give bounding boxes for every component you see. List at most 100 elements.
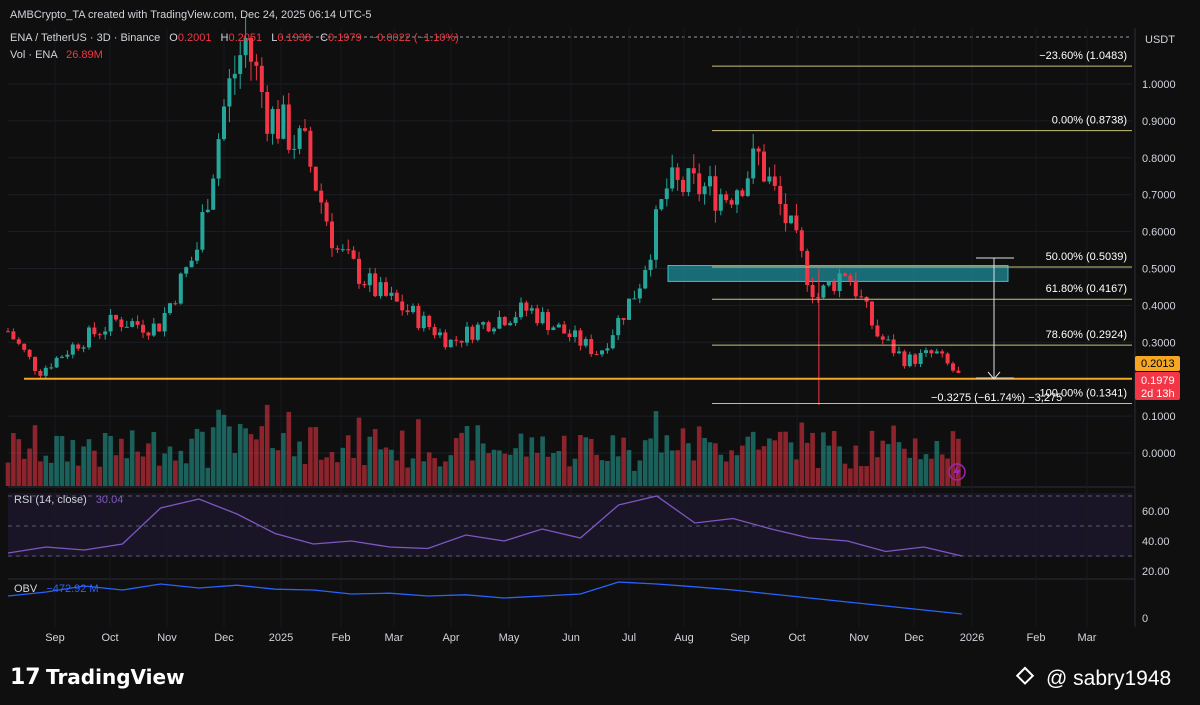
candle-body: [767, 176, 772, 182]
volume-bar: [524, 456, 529, 486]
candle-body: [740, 190, 745, 196]
volume-bar: [551, 453, 556, 486]
candle-body: [870, 301, 874, 326]
volume-bar: [826, 445, 832, 486]
candle-body: [443, 332, 448, 348]
candle-body: [76, 344, 81, 349]
volume-bar: [799, 422, 805, 486]
candle-body: [632, 298, 637, 300]
volume-bar: [875, 457, 880, 486]
candle-body: [281, 104, 286, 139]
candle-body: [195, 249, 199, 261]
candle-body: [173, 303, 178, 305]
volume-bar: [119, 438, 124, 486]
candle-body: [11, 331, 16, 340]
candle-body: [789, 215, 793, 224]
volume-bar: [696, 426, 702, 486]
volume-bar: [81, 446, 86, 486]
volume-bar: [480, 443, 486, 486]
volume-bar: [437, 466, 443, 486]
volume-bar: [821, 432, 826, 486]
candle-body: [178, 273, 183, 304]
time-tick-label: Jul: [622, 632, 636, 644]
volume-bar: [783, 431, 788, 486]
candle-body: [826, 281, 831, 286]
volume-bar: [173, 460, 178, 486]
volume-bar: [934, 440, 940, 486]
volume-legend[interactable]: Vol · ENA 26.89M: [10, 49, 103, 61]
volume-bar: [5, 462, 11, 486]
volume-bar: [75, 465, 81, 486]
volume-bar: [156, 465, 162, 486]
volume-bar: [896, 442, 902, 486]
tv-brand-text: TradingView: [46, 665, 185, 689]
volume-bar: [167, 446, 173, 486]
rsi-tick-label: 40.00: [1142, 536, 1170, 548]
candle-body: [708, 176, 712, 187]
volume-bar: [340, 447, 346, 486]
time-tick-label: Nov: [157, 632, 177, 644]
volume-bar: [534, 452, 540, 486]
obv-pane: [7, 581, 963, 615]
candle-body: [756, 148, 761, 152]
candle-body: [578, 330, 583, 346]
volume-bar: [378, 449, 383, 486]
candle-body: [702, 186, 707, 195]
volume-bar: [275, 450, 281, 486]
candle-body: [675, 167, 680, 180]
candle-body: [114, 314, 118, 320]
candle-body: [465, 326, 469, 343]
candle-body: [459, 340, 464, 343]
candle-body: [16, 339, 21, 344]
fib-level-label: 61.80% (0.4167): [1046, 283, 1127, 295]
candle-body: [292, 148, 297, 150]
candle-body: [378, 282, 383, 297]
volume-bar: [659, 452, 664, 486]
candle-body: [416, 305, 421, 329]
candle-body: [486, 322, 491, 332]
tradingview-logo[interactable]: 17 TradingView: [10, 665, 185, 690]
volume-bar: [939, 454, 945, 486]
time-tick-label: Dec: [904, 632, 924, 644]
volume-bar: [642, 440, 648, 486]
candle-body: [448, 339, 453, 348]
price-axis[interactable]: 1.0000 0.9000 0.8000 0.7000 0.6000 0.5000 0.40…: [1142, 79, 1176, 625]
volume-bar: [929, 458, 934, 486]
tv-logo-icon: 17: [10, 665, 41, 690]
currency-label[interactable]: USDT: [1145, 34, 1175, 46]
candle-body: [853, 280, 858, 297]
volume-bar: [648, 438, 653, 486]
candle-body: [346, 249, 351, 251]
support-price-tag: [1135, 356, 1180, 371]
time-axis[interactable]: Sep Oct Nov Dec 2025 Feb Mar Apr May Jun Jul Aug Sep…: [45, 632, 1097, 644]
candle-body: [108, 314, 113, 332]
volume-bar: [459, 432, 464, 486]
candle-body: [762, 151, 766, 182]
volume-bar: [394, 460, 400, 486]
lightning-icon[interactable]: [948, 463, 966, 481]
volume-bar: [43, 455, 49, 486]
volume-bar: [178, 450, 184, 486]
volume-bar: [734, 455, 740, 486]
volume-bar: [470, 460, 475, 486]
volume-bar: [626, 450, 632, 486]
candle-body: [389, 292, 394, 296]
candle-body: [124, 326, 129, 328]
volume-bar: [745, 436, 751, 486]
symbol-line[interactable]: ENA / TetherUS · 3D · Binance O0.2001 H0…: [10, 32, 459, 44]
obv-legend[interactable]: OBV −472.92 M: [14, 583, 99, 595]
candle-body: [276, 109, 280, 139]
rsi-legend[interactable]: RSI (14, close) 30.04: [14, 494, 123, 506]
fib-level-label: 0.00% (0.8738): [1052, 115, 1127, 127]
volume-bar: [761, 446, 767, 486]
rsi-band: [8, 493, 1132, 557]
price-tick-label: 0.5000: [1142, 264, 1176, 276]
volume-bar: [831, 431, 837, 486]
volume-bar: [702, 437, 707, 486]
candle-body: [454, 339, 459, 341]
price-tick-label: 0.3000: [1142, 337, 1176, 349]
volume-bar: [680, 428, 686, 486]
price-tick-label: 1.0000: [1142, 79, 1176, 91]
volume-bar: [707, 442, 713, 486]
